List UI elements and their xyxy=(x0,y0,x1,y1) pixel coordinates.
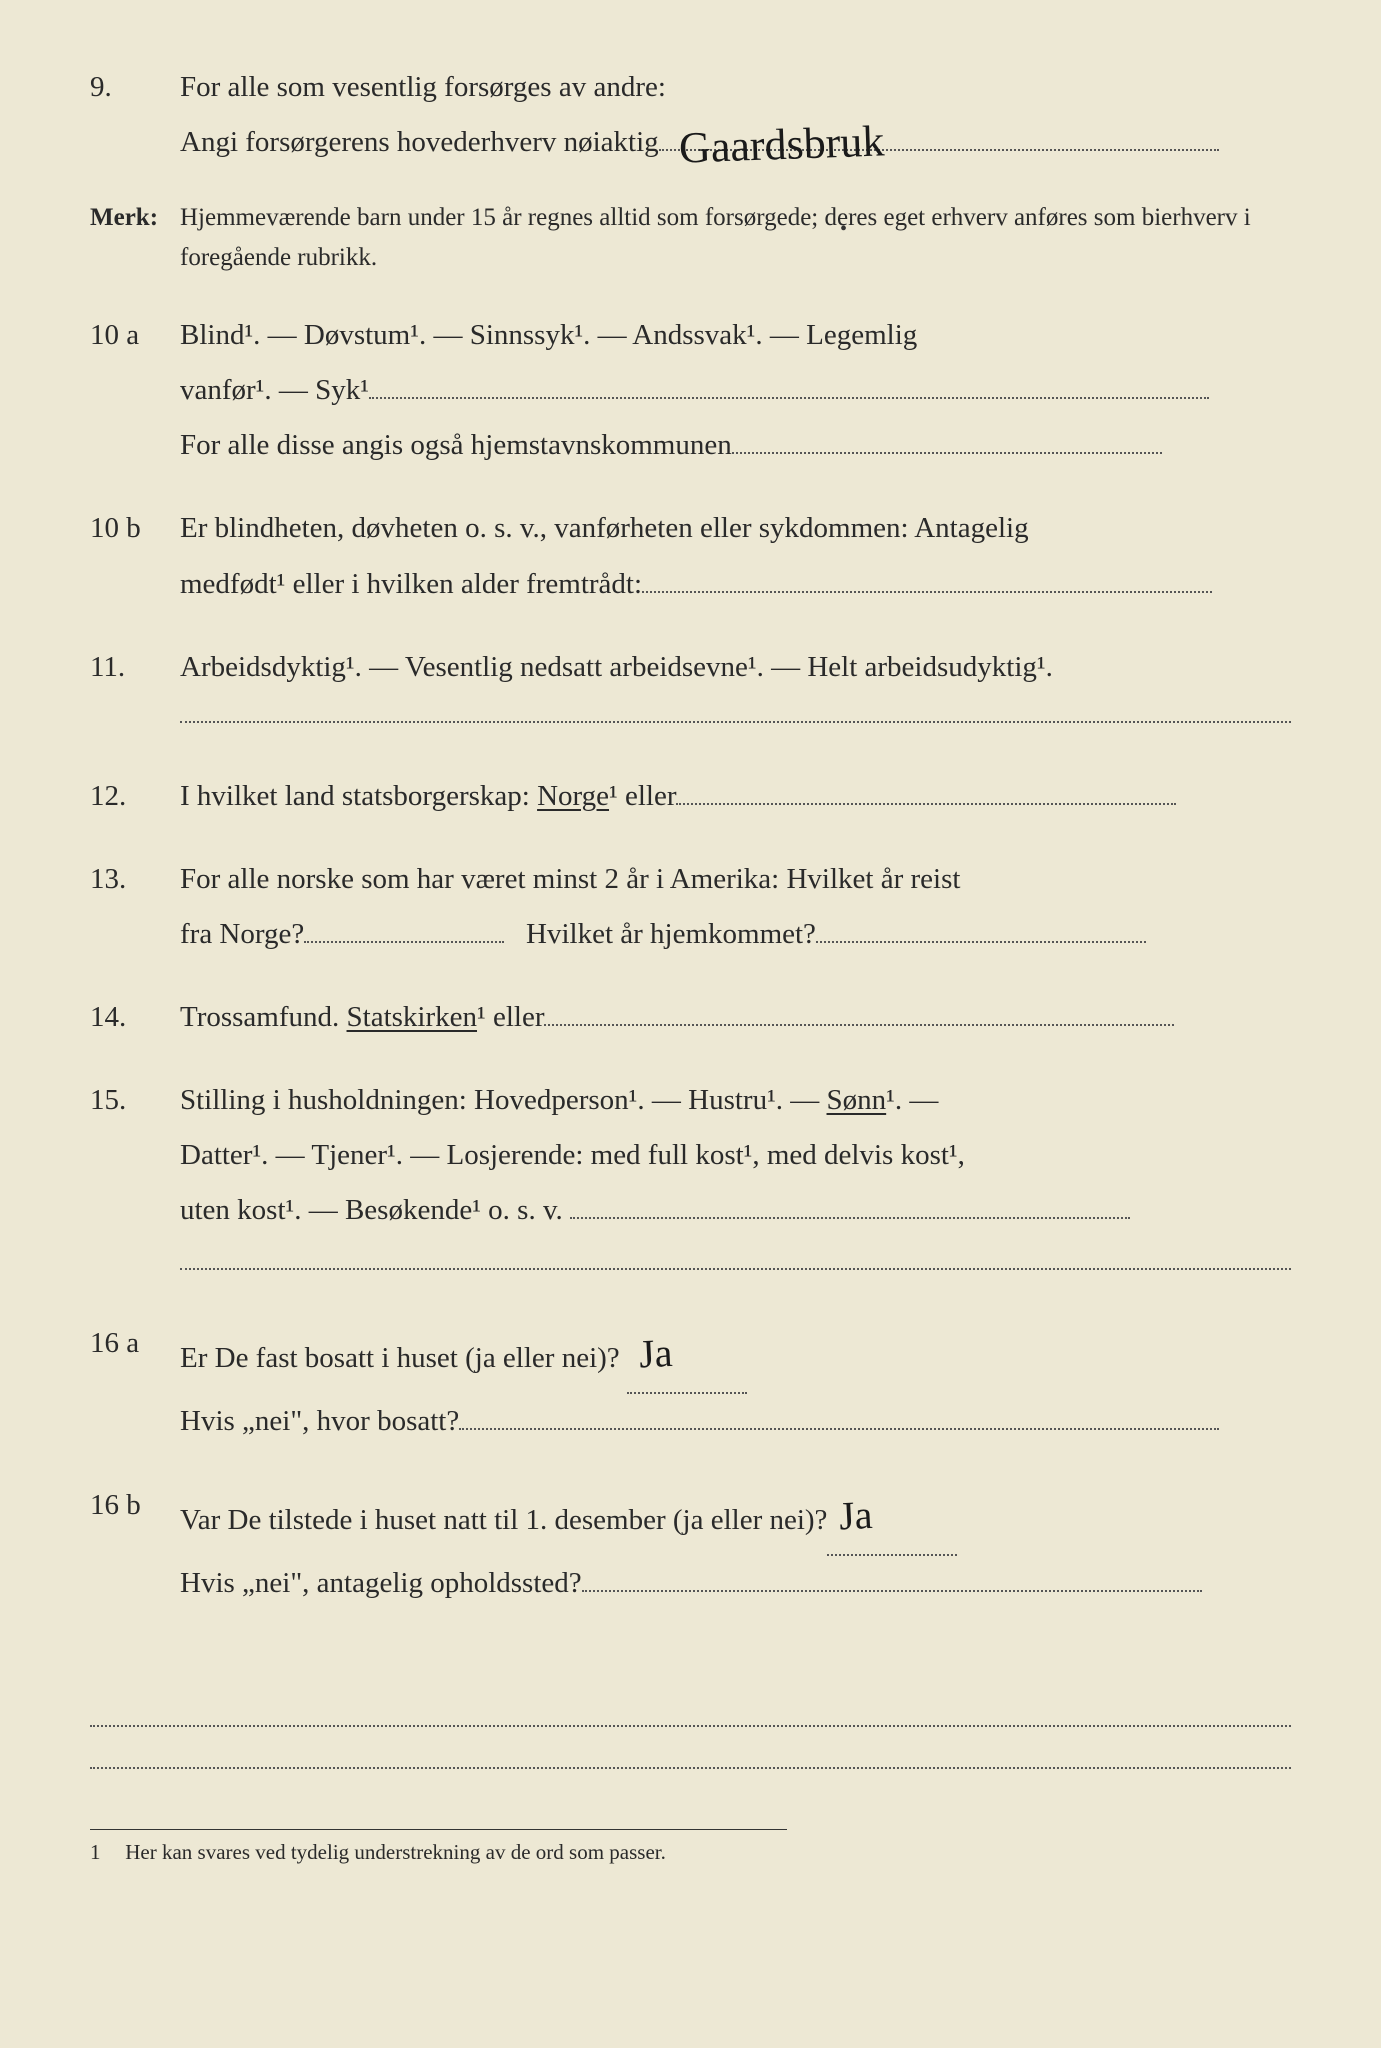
question-14: 14. Trossamfund. Statskirken¹ eller xyxy=(90,990,1291,1045)
q13-line2: fra Norge? Hvilket år hjemkommet? xyxy=(180,907,1291,962)
q16a-handwritten: Ja xyxy=(625,1315,674,1393)
merk-text: Hjemmeværende barn under 15 år regnes al… xyxy=(180,198,1291,278)
q10a-blank2 xyxy=(732,452,1162,454)
census-form-page: 9. For alle som vesentlig forsørges av a… xyxy=(0,0,1381,1905)
q16b-blank1: Ja xyxy=(827,1478,957,1556)
q9-prefix: Angi forsørgerens hovederhverv nøiaktig xyxy=(180,126,659,158)
q10a-blank1 xyxy=(369,397,1209,399)
q11-text: Arbeidsdyktig¹. — Vesentlig nedsatt arbe… xyxy=(180,640,1291,695)
q9-line2: Angi forsørgerens hovederhverv nøiaktig … xyxy=(180,115,1291,170)
q16b-line1: Var De tilstede i huset natt til 1. dese… xyxy=(180,1504,827,1536)
q12-content: I hvilket land statsborgerskap: Norge¹ e… xyxy=(180,769,1291,824)
bottom-dotted-2 xyxy=(90,1767,1291,1769)
question-10a: 10 a Blind¹. — Døvstum¹. — Sinnssyk¹. — … xyxy=(90,308,1291,473)
question-15: 15. Stilling i husholdningen: Hovedperso… xyxy=(90,1073,1291,1288)
q15-blank xyxy=(570,1217,1130,1219)
q11-blank xyxy=(180,721,1291,723)
q16b-line2: Hvis „nei", antagelig opholdssted? xyxy=(180,1567,582,1599)
q15-line1b: ¹. — xyxy=(886,1084,938,1116)
merk-label: Merk: xyxy=(90,198,180,278)
q13-line2b: Hvilket år hjemkommet? xyxy=(526,918,816,950)
q15-extra-line xyxy=(180,1268,1291,1270)
q10a-content: Blind¹. — Døvstum¹. — Sinnssyk¹. — Andss… xyxy=(180,308,1291,473)
q10b-line2: medfødt¹ eller i hvilken alder fremtrådt… xyxy=(180,568,642,600)
q16a-line1-wrap: Er De fast bosatt i huset (ja eller nei)… xyxy=(180,1316,1291,1394)
q16b-handwritten: Ja xyxy=(825,1476,874,1554)
footnote-text: Her kan svares ved tydelig understreknin… xyxy=(125,1840,666,1864)
q10b-line2-wrap: medfødt¹ eller i hvilken alder fremtrådt… xyxy=(180,557,1291,612)
q12-eller: eller xyxy=(618,780,677,812)
q10a-line1: Blind¹. — Døvstum¹. — Sinnssyk¹. — Andss… xyxy=(180,308,1291,363)
q9-blank: Gaardsbruk xyxy=(659,149,1219,151)
question-13: 13. For alle norske som har været minst … xyxy=(90,852,1291,962)
q16a-content: Er De fast bosatt i huset (ja eller nei)… xyxy=(180,1316,1291,1449)
q15-number: 15. xyxy=(90,1073,180,1288)
q13-content: For alle norske som har været minst 2 år… xyxy=(180,852,1291,962)
q11-content: Arbeidsdyktig¹. — Vesentlig nedsatt arbe… xyxy=(180,640,1291,741)
q13-blank2 xyxy=(816,941,1146,943)
question-11: 11. Arbeidsdyktig¹. — Vesentlig nedsatt … xyxy=(90,640,1291,741)
q9-handwritten-answer: Gaardsbruk xyxy=(677,100,885,191)
q13-number: 13. xyxy=(90,852,180,962)
q10a-line2: vanfør¹. — Syk¹ xyxy=(180,363,1291,418)
q13-line2a: fra Norge? xyxy=(180,918,304,950)
q14-eller: eller xyxy=(486,1001,545,1033)
q16b-line1-wrap: Var De tilstede i huset natt til 1. dese… xyxy=(180,1478,1291,1556)
q15-line3: uten kost¹. — Besøkende¹ o. s. v. xyxy=(180,1194,563,1226)
q16a-blank1: Ja xyxy=(627,1316,747,1394)
q10b-blank xyxy=(642,591,1212,593)
question-10b: 10 b Er blindheten, døvheten o. s. v., v… xyxy=(90,501,1291,611)
q10b-line1: Er blindheten, døvheten o. s. v., vanfør… xyxy=(180,501,1291,556)
q16a-number: 16 a xyxy=(90,1316,180,1449)
q11-number: 11. xyxy=(90,640,180,741)
q14-statskirken: Statskirken xyxy=(347,1001,478,1033)
q15-sonn: Sønn xyxy=(827,1084,887,1116)
q14-content: Trossamfund. Statskirken¹ eller xyxy=(180,990,1291,1045)
q12-number: 12. xyxy=(90,769,180,824)
q15-content: Stilling i husholdningen: Hovedperson¹. … xyxy=(180,1073,1291,1288)
q12-norge: Norge xyxy=(537,780,609,812)
question-16a: 16 a Er De fast bosatt i huset (ja eller… xyxy=(90,1316,1291,1449)
q10b-content: Er blindheten, døvheten o. s. v., vanfør… xyxy=(180,501,1291,611)
merk-note: Merk: Hjemmeværende barn under 15 år reg… xyxy=(90,198,1291,278)
q10b-number: 10 b xyxy=(90,501,180,611)
q12-sup: ¹ xyxy=(609,780,618,812)
q16a-line2: Hvis „nei", hvor bosatt? xyxy=(180,1405,459,1437)
q16b-blank2 xyxy=(582,1590,1202,1592)
q13-blank1 xyxy=(304,941,504,943)
q9-number: 9. xyxy=(90,60,180,170)
q12-blank xyxy=(676,803,1176,805)
footnote: 1 Her kan svares ved tydelig understrekn… xyxy=(90,1829,787,1865)
q14-prefix: Trossamfund. xyxy=(180,1001,347,1033)
question-9: 9. For alle som vesentlig forsørges av a… xyxy=(90,60,1291,170)
footnote-num: 1 xyxy=(90,1840,120,1865)
q10a-line3: For alle disse angis også hjemstavnskomm… xyxy=(180,429,732,461)
q14-blank xyxy=(544,1024,1174,1026)
q15-line1: Stilling i husholdningen: Hovedperson¹. … xyxy=(180,1073,1291,1128)
q14-number: 14. xyxy=(90,990,180,1045)
q15-line2: Datter¹. — Tjener¹. — Losjerende: med fu… xyxy=(180,1128,1291,1183)
q16a-line1: Er De fast bosatt i huset (ja eller nei)… xyxy=(180,1342,627,1374)
q16a-line2-wrap: Hvis „nei", hvor bosatt? xyxy=(180,1394,1291,1449)
q16b-number: 16 b xyxy=(90,1478,180,1611)
q15-line1a: Stilling i husholdningen: Hovedperson¹. … xyxy=(180,1084,827,1116)
q10a-number: 10 a xyxy=(90,308,180,473)
q10a-line3-wrap: For alle disse angis også hjemstavnskomm… xyxy=(180,418,1291,473)
q15-line3-wrap: uten kost¹. — Besøkende¹ o. s. v. xyxy=(180,1183,1291,1238)
q12-prefix: I hvilket land statsborgerskap: xyxy=(180,780,537,812)
spacer xyxy=(90,1639,1291,1719)
q10a-line2-prefix: vanfør¹. — Syk¹ xyxy=(180,374,369,406)
q14-sup: ¹ xyxy=(477,1001,486,1033)
q16b-content: Var De tilstede i huset natt til 1. dese… xyxy=(180,1478,1291,1611)
question-12: 12. I hvilket land statsborgerskap: Norg… xyxy=(90,769,1291,824)
q16a-blank2 xyxy=(459,1428,1219,1430)
q9-content: For alle som vesentlig forsørges av andr… xyxy=(180,60,1291,170)
q13-line1: For alle norske som har været minst 2 år… xyxy=(180,852,1291,907)
stray-dot: • xyxy=(840,218,847,241)
bottom-dotted-1 xyxy=(90,1725,1291,1727)
question-16b: 16 b Var De tilstede i huset natt til 1.… xyxy=(90,1478,1291,1611)
q16b-line2-wrap: Hvis „nei", antagelig opholdssted? xyxy=(180,1556,1291,1611)
